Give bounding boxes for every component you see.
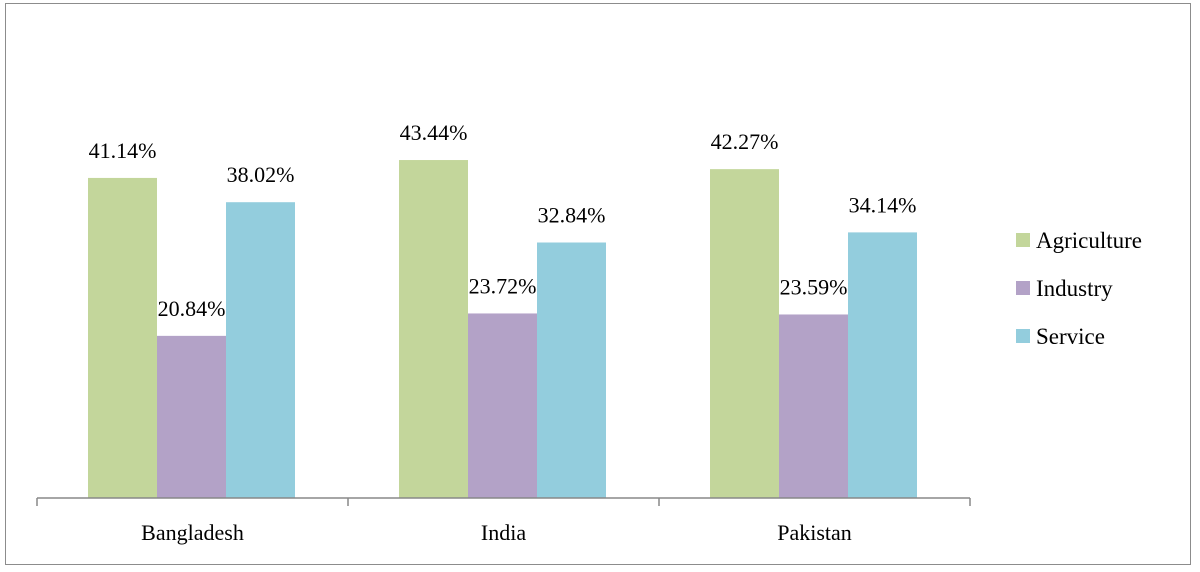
bar-service-pakistan: [848, 232, 917, 498]
bar-service-india: [537, 242, 606, 498]
x-axis: Bangladesh India Pakistan: [36, 497, 971, 545]
x-tick-label: Pakistan: [777, 520, 852, 545]
bar-agriculture-india: [399, 160, 468, 498]
bar-industry-bangladesh: [157, 335, 226, 498]
bar-service-bangladesh: [226, 202, 295, 498]
bar-industry-pakistan: [779, 314, 848, 498]
data-label-service-india: 32.84%: [538, 203, 606, 228]
legend-label-industry: Industry: [1036, 276, 1113, 301]
data-label-industry-pakistan: 23.59%: [780, 274, 848, 299]
bar-industry-india: [468, 313, 537, 498]
legend-swatch-service: [1016, 329, 1030, 343]
data-label-service-bangladesh: 38.02%: [227, 162, 295, 187]
x-tick-label: India: [481, 520, 526, 545]
value-labels-group: 41.14% 20.84% 38.02% 43.44% 23.72% 32.84% 42.2…: [89, 120, 917, 321]
legend-swatch-industry: [1016, 281, 1030, 295]
data-label-agriculture-india: 43.44%: [400, 120, 468, 145]
bar-agriculture-bangladesh: [88, 177, 157, 499]
legend: Agriculture Industry Service: [1016, 228, 1142, 349]
legend-label-service: Service: [1036, 324, 1105, 349]
legend-label-agriculture: Agriculture: [1036, 228, 1142, 253]
data-label-industry-india: 23.72%: [469, 273, 537, 298]
data-label-service-pakistan: 34.14%: [849, 192, 917, 217]
data-label-agriculture-bangladesh: 41.14%: [89, 138, 157, 163]
data-label-agriculture-pakistan: 42.27%: [711, 129, 779, 154]
legend-swatch-agriculture: [1016, 233, 1030, 247]
bar-agriculture-pakistan: [710, 169, 779, 498]
bars-group: [88, 160, 917, 499]
data-label-industry-bangladesh: 20.84%: [158, 296, 226, 321]
x-tick-label: Bangladesh: [141, 520, 244, 545]
